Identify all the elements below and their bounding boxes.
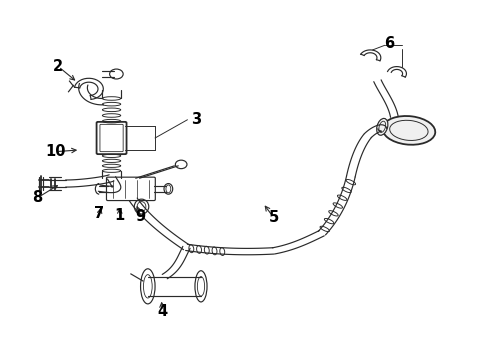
Text: 5: 5 [268, 210, 278, 225]
Text: 4: 4 [157, 303, 167, 319]
Text: 3: 3 [191, 112, 201, 127]
Text: 7: 7 [94, 206, 104, 221]
Text: 2: 2 [53, 59, 63, 74]
Ellipse shape [382, 116, 434, 145]
Ellipse shape [376, 118, 387, 135]
Ellipse shape [195, 271, 206, 302]
Text: 9: 9 [135, 209, 145, 224]
Text: 10: 10 [45, 144, 66, 159]
Text: 1: 1 [114, 208, 124, 223]
Text: 6: 6 [384, 36, 394, 51]
Ellipse shape [140, 269, 155, 304]
Text: 8: 8 [32, 190, 42, 205]
